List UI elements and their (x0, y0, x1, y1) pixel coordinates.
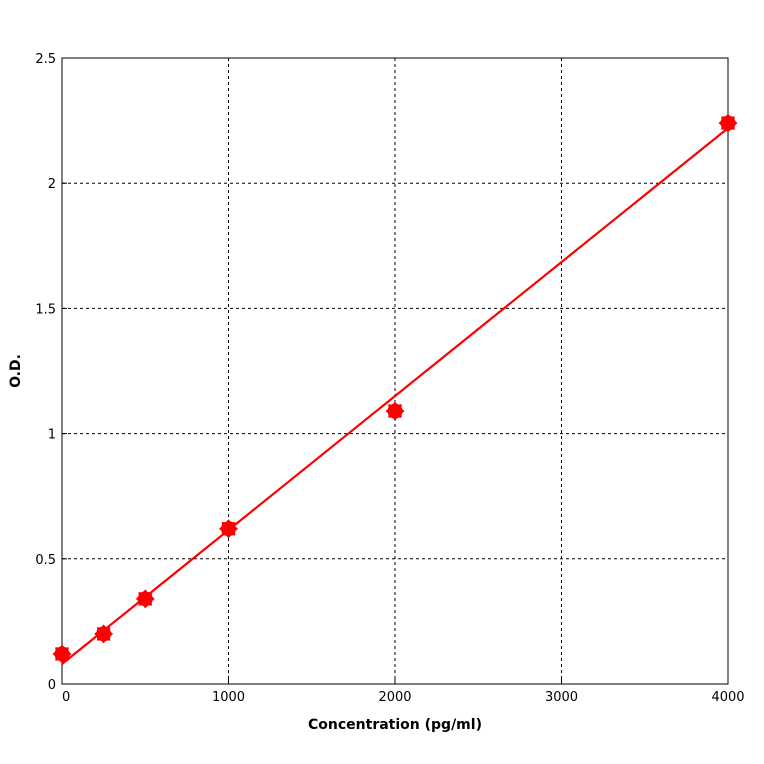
fit-line (61, 127, 729, 665)
y-tick-label: 1.5 (35, 302, 56, 317)
data-point (135, 589, 155, 609)
tick-label-layer: 0 1000 2000 3000 4000 0 0.5 1 1.5 2 2.5 (35, 52, 744, 705)
x-tick-label: 4000 (711, 690, 744, 705)
x-tick-label: 2000 (378, 690, 411, 705)
y-tick-label: 0 (48, 678, 56, 693)
x-tick-label: 0 (62, 690, 70, 705)
data-point (718, 113, 738, 133)
data-point (52, 644, 72, 664)
y-tick-label: 1 (48, 428, 56, 443)
series-layer (52, 113, 738, 665)
data-point (385, 401, 405, 421)
data-point (94, 624, 114, 644)
x-axis-title: Concentration (pg/ml) (308, 717, 482, 733)
y-axis-title: O.D. (8, 354, 24, 388)
data-point (219, 519, 238, 539)
grid-layer (62, 58, 728, 684)
x-tick-label: 3000 (545, 690, 578, 705)
y-tick-label: 0.5 (35, 553, 56, 568)
y-tick-label: 2 (48, 177, 56, 192)
x-tick-label: 1000 (212, 690, 245, 705)
y-tick-label: 2.5 (35, 52, 56, 67)
